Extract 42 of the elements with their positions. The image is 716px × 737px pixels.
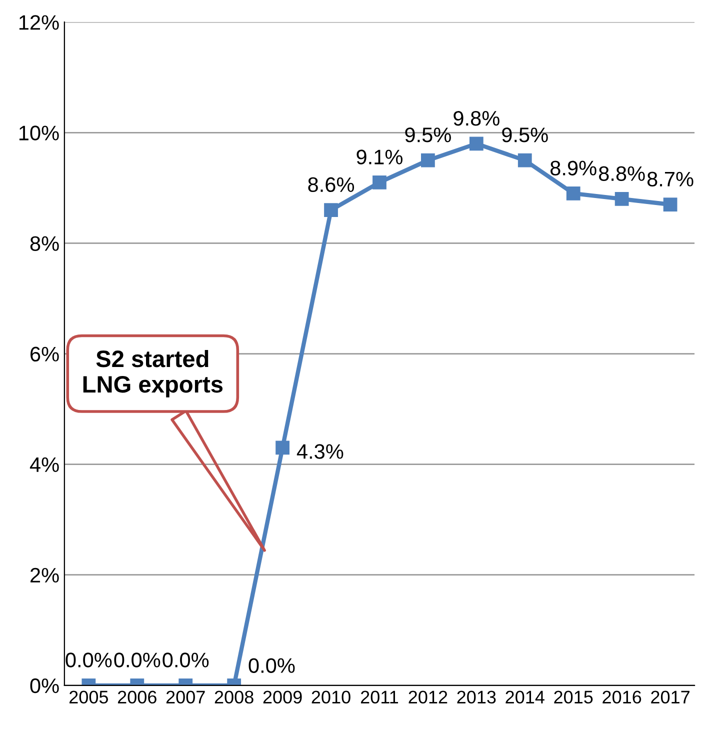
x-tick-label: 2017 bbox=[651, 690, 690, 704]
y-tick-label: 2% bbox=[30, 568, 59, 583]
x-tick-label: 2005 bbox=[70, 690, 108, 704]
data-label: 0.0% bbox=[114, 652, 160, 668]
point bbox=[663, 198, 678, 212]
point bbox=[372, 175, 386, 190]
data-label: 8.6% bbox=[308, 177, 354, 192]
y-tick-label: 6% bbox=[30, 346, 59, 362]
data-label: 9.1% bbox=[356, 150, 402, 164]
data-label: 8.7% bbox=[647, 172, 694, 187]
x-tick-label: 2007 bbox=[166, 690, 205, 704]
data-label: 0.0% bbox=[162, 652, 209, 668]
data-label: 9.5% bbox=[502, 128, 548, 142]
point bbox=[566, 186, 580, 200]
data-label: 0.0% bbox=[66, 652, 112, 668]
x-tick-label: 2006 bbox=[118, 690, 156, 704]
y-tick-label: 0% bbox=[30, 678, 59, 694]
y-tick-label: 4% bbox=[30, 457, 59, 472]
data-label: 4.3% bbox=[296, 444, 344, 459]
data-label: 0.0% bbox=[248, 658, 295, 673]
x-tick-label: 2014 bbox=[506, 690, 544, 704]
data-label: 9.5% bbox=[405, 128, 451, 142]
x-tick-label: 2010 bbox=[312, 690, 350, 704]
point bbox=[421, 153, 435, 168]
x-tick-label: 2008 bbox=[214, 690, 254, 704]
x-tick-label: 2016 bbox=[602, 690, 642, 704]
point bbox=[518, 153, 532, 168]
x-tick-label: 2012 bbox=[408, 690, 448, 704]
point bbox=[614, 192, 629, 206]
data-label: 9.8% bbox=[454, 110, 500, 126]
data-label: 8.9% bbox=[550, 160, 596, 176]
point bbox=[324, 203, 338, 217]
y-tick-label: 10% bbox=[19, 126, 59, 140]
point bbox=[469, 136, 484, 151]
annotation: S2 started LNG exports bbox=[83, 350, 223, 398]
x-tick-label: 2009 bbox=[263, 690, 302, 704]
x-tick-label: 2011 bbox=[360, 690, 398, 704]
x-tick-label: 2015 bbox=[554, 690, 593, 704]
data-label: 8.8% bbox=[598, 166, 645, 181]
y-tick-label: 8% bbox=[30, 236, 59, 251]
x-tick-label: 2013 bbox=[457, 690, 496, 704]
y-tick-label: 12% bbox=[19, 15, 59, 30]
